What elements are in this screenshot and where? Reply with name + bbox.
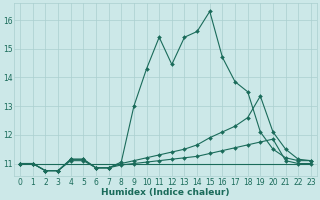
X-axis label: Humidex (Indice chaleur): Humidex (Indice chaleur) <box>101 188 230 197</box>
